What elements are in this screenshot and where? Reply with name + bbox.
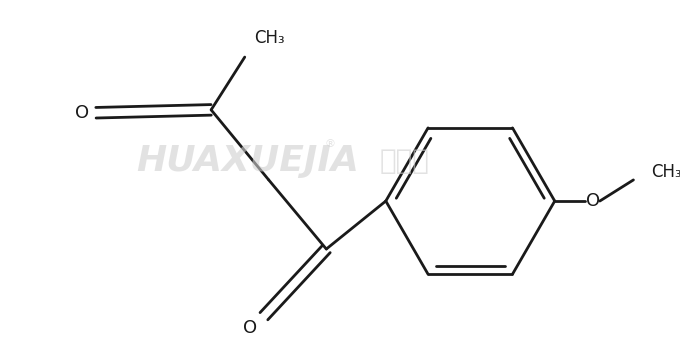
Text: ®: ® bbox=[324, 139, 335, 149]
Text: CH₃: CH₃ bbox=[651, 163, 680, 181]
Text: O: O bbox=[586, 192, 600, 210]
Text: HUAXUEJIA: HUAXUEJIA bbox=[137, 144, 360, 178]
Text: 化学加: 化学加 bbox=[379, 147, 430, 175]
Text: O: O bbox=[75, 104, 90, 122]
Text: CH₃: CH₃ bbox=[254, 30, 285, 47]
Text: O: O bbox=[243, 319, 258, 337]
